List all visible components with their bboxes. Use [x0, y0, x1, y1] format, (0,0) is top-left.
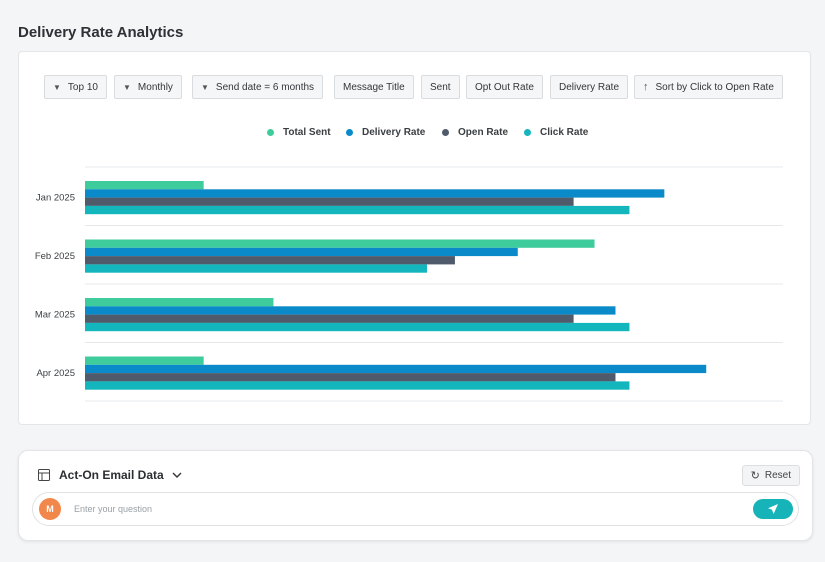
reset-button[interactable]: ↻ Reset — [741, 465, 800, 486]
legend-label: Total Sent — [283, 127, 331, 138]
bar-delivery-rate-jan-2025[interactable] — [85, 189, 665, 198]
sort-arrow-up-icon: ↑ — [643, 81, 649, 93]
chip-label: Monthly — [137, 81, 173, 93]
monthly-filter-chip[interactable]: ▼ Monthly — [114, 75, 182, 99]
legend-dot — [524, 129, 531, 136]
data-source-selector[interactable]: Act-On Email Data — [38, 468, 182, 482]
ai-question-panel: Act-On Email Data ↻ Reset M — [18, 450, 813, 541]
sent-chip[interactable]: Sent — [421, 75, 460, 99]
legend-item-total-sent[interactable]: Total Sent — [267, 127, 331, 138]
bar-click-rate-mar-2025[interactable] — [85, 322, 630, 332]
category-label: Feb 2025 — [35, 251, 75, 262]
send-icon — [768, 504, 778, 514]
legend-item-delivery-rate[interactable]: Delivery Rate — [346, 127, 425, 138]
bar-open-rate-apr-2025[interactable] — [85, 373, 616, 382]
bar-total-sent-feb-2025[interactable] — [85, 239, 595, 248]
bar-open-rate-feb-2025[interactable] — [85, 256, 455, 265]
question-bar: M — [32, 492, 799, 526]
top-10-filter-chip[interactable]: ▼ Top 10 — [44, 75, 107, 99]
bar-click-rate-feb-2025[interactable] — [85, 264, 428, 273]
legend-dot — [267, 129, 274, 136]
bar-delivery-rate-apr-2025[interactable] — [85, 364, 707, 374]
bar-delivery-rate-feb-2025[interactable] — [85, 247, 518, 257]
chip-label: Message Title — [343, 81, 405, 93]
send-date-filter-chip[interactable]: ▼ Send date = 6 months — [192, 75, 324, 99]
bar-delivery-rate-mar-2025[interactable] — [85, 306, 616, 315]
filter-icon: ▼ — [201, 82, 209, 92]
data-source-label: Act-On Email Data — [59, 468, 164, 482]
page-title: Delivery Rate Analytics — [18, 24, 184, 41]
chip-label: Sort by Click to Open Rate — [655, 81, 774, 93]
bar-total-sent-mar-2025[interactable] — [85, 298, 274, 307]
filter-icon: ▼ — [123, 82, 131, 92]
legend-dot — [346, 129, 353, 136]
bar-total-sent-jan-2025[interactable] — [85, 181, 204, 190]
chevron-down-icon — [172, 472, 182, 478]
chip-label: Sent — [430, 81, 451, 93]
bar-chart: Jan 2025 Feb 2025 Mar 2025 Apr 2025 — [35, 166, 783, 402]
legend-item-open-rate[interactable]: Open Rate — [442, 127, 508, 138]
message-title-chip[interactable]: Message Title — [334, 75, 414, 99]
sort-by-click-to-open-rate-chip[interactable]: ↑ Sort by Click to Open Rate — [634, 75, 783, 99]
avatar: M — [39, 498, 61, 520]
filter-icon: ▼ — [53, 82, 61, 92]
bar-open-rate-mar-2025[interactable] — [85, 314, 574, 323]
chip-label: Delivery Rate — [559, 81, 620, 93]
legend-label: Click Rate — [540, 127, 589, 138]
opt-out-rate-chip[interactable]: Opt Out Rate — [466, 75, 543, 99]
legend-label: Delivery Rate — [362, 127, 426, 138]
bar-open-rate-jan-2025[interactable] — [85, 197, 574, 206]
question-input[interactable] — [74, 499, 714, 519]
bar-click-rate-jan-2025[interactable] — [85, 205, 630, 215]
legend-item-click-rate[interactable]: Click Rate — [524, 127, 588, 138]
category-label: Mar 2025 — [35, 310, 75, 321]
legend-label: Open Rate — [458, 127, 509, 138]
chip-label: Send date = 6 months — [215, 81, 315, 93]
bar-click-rate-apr-2025[interactable] — [85, 381, 630, 390]
legend-dot — [442, 129, 449, 136]
send-button[interactable] — [753, 499, 793, 519]
chart-card: ▼ Top 10 ▼ Monthly ▼ Send date = 6 month… — [18, 51, 811, 425]
category-label: Jan 2025 — [36, 193, 75, 204]
category-label: Apr 2025 — [36, 368, 75, 379]
chip-label: Opt Out Rate — [475, 81, 534, 93]
reset-label: Reset — [764, 470, 791, 481]
reset-icon: ↻ — [750, 470, 760, 482]
delivery-rate-chip[interactable]: Delivery Rate — [550, 75, 629, 99]
table-icon — [38, 469, 50, 481]
bar-total-sent-apr-2025[interactable] — [85, 356, 204, 365]
chip-label: Top 10 — [67, 81, 98, 93]
